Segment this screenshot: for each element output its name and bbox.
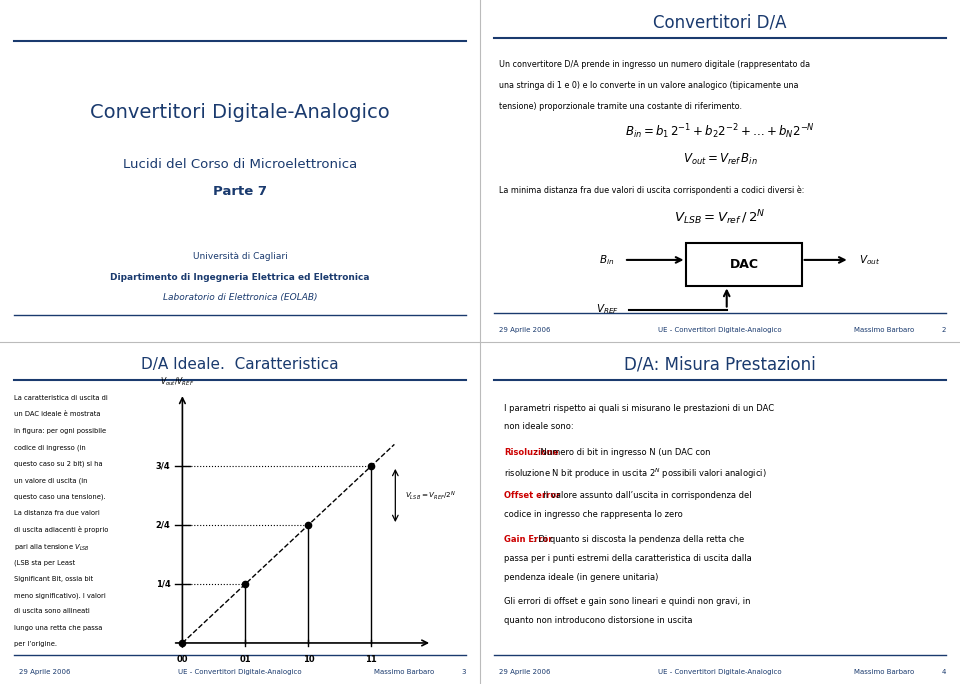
Text: per l’origine.: per l’origine. [14,642,58,647]
Text: Significant Bit, ossia bit: Significant Bit, ossia bit [14,576,93,581]
Text: 10: 10 [302,655,314,664]
Text: Convertitori D/A: Convertitori D/A [653,13,787,31]
Text: passa per i punti estremi della caratteristica di uscita dalla: passa per i punti estremi della caratter… [504,553,752,563]
Text: UE - Convertitori Digitale-Analogico: UE - Convertitori Digitale-Analogico [659,327,781,333]
Text: $V_{out} / V_{REF}$: $V_{out} / V_{REF}$ [160,376,195,389]
Text: tensione) proporzionale tramite una costante di riferimento.: tensione) proporzionale tramite una cost… [499,103,742,111]
Text: 2/4: 2/4 [156,521,170,529]
Text: Università di Cagliari: Università di Cagliari [193,252,287,261]
Text: (LSB sta per Least: (LSB sta per Least [14,560,76,566]
Text: Convertitori Digitale-Analogico: Convertitori Digitale-Analogico [90,103,390,122]
Text: La minima distanza fra due valori di uscita corrispondenti a codici diversi è:: La minima distanza fra due valori di usc… [499,185,804,195]
Bar [686,243,802,286]
Text: questo caso su 2 bit) si ha: questo caso su 2 bit) si ha [14,461,103,467]
Text: UE - Convertitori Digitale-Analogico: UE - Convertitori Digitale-Analogico [179,669,301,675]
Text: Lucidi del Corso di Microelettronica: Lucidi del Corso di Microelettronica [123,157,357,171]
Text: La distanza fra due valori: La distanza fra due valori [14,510,100,516]
Text: 3/4: 3/4 [156,462,170,471]
Text: un DAC ideale è mostrata: un DAC ideale è mostrata [14,412,101,417]
Text: Gli errori di offset e gain sono lineari e quindi non gravi, in: Gli errori di offset e gain sono lineari… [504,597,751,606]
Text: $B_{in}$: $B_{in}$ [599,253,614,267]
Text: $V_{LSB}=V_{REF}/2^N$: $V_{LSB}=V_{REF}/2^N$ [405,489,456,502]
Text: La caratteristica di uscita di: La caratteristica di uscita di [14,395,108,401]
Text: Massimo Barbaro: Massimo Barbaro [374,669,435,675]
Text: 2: 2 [941,327,946,333]
Text: 1/4: 1/4 [156,579,170,588]
Text: 11: 11 [366,655,377,664]
Text: : Numero di bit in ingresso N (un DAC con: : Numero di bit in ingresso N (un DAC co… [536,448,711,457]
Text: quanto non introducono distorsione in uscita: quanto non introducono distorsione in us… [504,616,692,625]
Text: DAC: DAC [730,258,758,271]
Text: una stringa di 1 e 0) e lo converte in un valore analogico (tipicamente una: una stringa di 1 e 0) e lo converte in u… [499,81,799,90]
Text: $B_{in} = b_1\,2^{-1} + b_2 2^{-2} + \ldots + b_N 2^{-N}$: $B_{in} = b_1\,2^{-1} + b_2 2^{-2} + \ld… [625,122,815,141]
Text: $V_{out} = V_{ref}\, B_{in}$: $V_{out} = V_{ref}\, B_{in}$ [683,151,757,167]
Text: pendenza ideale (in genere unitaria): pendenza ideale (in genere unitaria) [504,573,659,581]
Text: : Il valore assunto dall’uscita in corrispondenza del: : Il valore assunto dall’uscita in corri… [538,491,752,501]
Text: di uscita sono allineati: di uscita sono allineati [14,609,90,614]
Text: codice in ingresso che rappresenta lo zero: codice in ingresso che rappresenta lo ze… [504,510,683,519]
Text: UE - Convertitori Digitale-Analogico: UE - Convertitori Digitale-Analogico [659,669,781,675]
Text: Dipartimento di Ingegneria Elettrica ed Elettronica: Dipartimento di Ingegneria Elettrica ed … [110,272,370,282]
Text: $V_{REF}$: $V_{REF}$ [596,302,619,317]
Text: D/A Ideale.  Caratteristica: D/A Ideale. Caratteristica [141,357,339,371]
Text: di uscita adiacenti è proprio: di uscita adiacenti è proprio [14,527,108,534]
Text: 3: 3 [461,669,466,675]
Text: Offset error: Offset error [504,491,561,501]
Text: codice di ingresso (in: codice di ingresso (in [14,445,86,451]
Text: 29 Aprile 2006: 29 Aprile 2006 [19,669,71,675]
Text: : Di quanto si discosta la pendenza della retta che: : Di quanto si discosta la pendenza dell… [533,535,744,544]
Text: Parte 7: Parte 7 [213,185,267,198]
Text: Massimo Barbaro: Massimo Barbaro [854,669,915,675]
Text: risoluzione N bit produce in uscita $2^N$ possibili valori analogici): risoluzione N bit produce in uscita $2^N… [504,467,767,482]
Text: 01: 01 [240,655,252,664]
Text: 4: 4 [941,669,946,675]
Text: un valore di uscita (in: un valore di uscita (in [14,477,88,484]
Text: Massimo Barbaro: Massimo Barbaro [854,327,915,333]
Text: Risoluzione: Risoluzione [504,448,559,457]
Text: $V_{LSB} = V_{ref}\, /\, 2^N$: $V_{LSB} = V_{ref}\, /\, 2^N$ [674,208,766,226]
Text: in figura: per ogni possibile: in figura: per ogni possibile [14,428,107,434]
Text: $V_{out}$: $V_{out}$ [859,253,880,267]
Text: pari alla tensione $V_{LSB}$: pari alla tensione $V_{LSB}$ [14,543,90,553]
Text: D/A: Misura Prestazioni: D/A: Misura Prestazioni [624,355,816,373]
Text: non ideale sono:: non ideale sono: [504,423,574,432]
Text: questo caso una tensione).: questo caso una tensione). [14,494,106,500]
Text: Laboratorio di Elettronica (EOLAB): Laboratorio di Elettronica (EOLAB) [163,293,317,302]
Text: I parametri rispetto ai quali si misurano le prestazioni di un DAC: I parametri rispetto ai quali si misuran… [504,404,774,412]
Text: lungo una retta che passa: lungo una retta che passa [14,625,103,631]
Text: 29 Aprile 2006: 29 Aprile 2006 [499,327,551,333]
Text: 29 Aprile 2006: 29 Aprile 2006 [499,669,551,675]
Text: meno significativo). I valori: meno significativo). I valori [14,592,107,598]
Text: 00: 00 [177,655,188,664]
Text: Gain Error: Gain Error [504,535,553,544]
Text: Un convertitore D/A prende in ingresso un numero digitale (rappresentato da: Un convertitore D/A prende in ingresso u… [499,60,810,69]
